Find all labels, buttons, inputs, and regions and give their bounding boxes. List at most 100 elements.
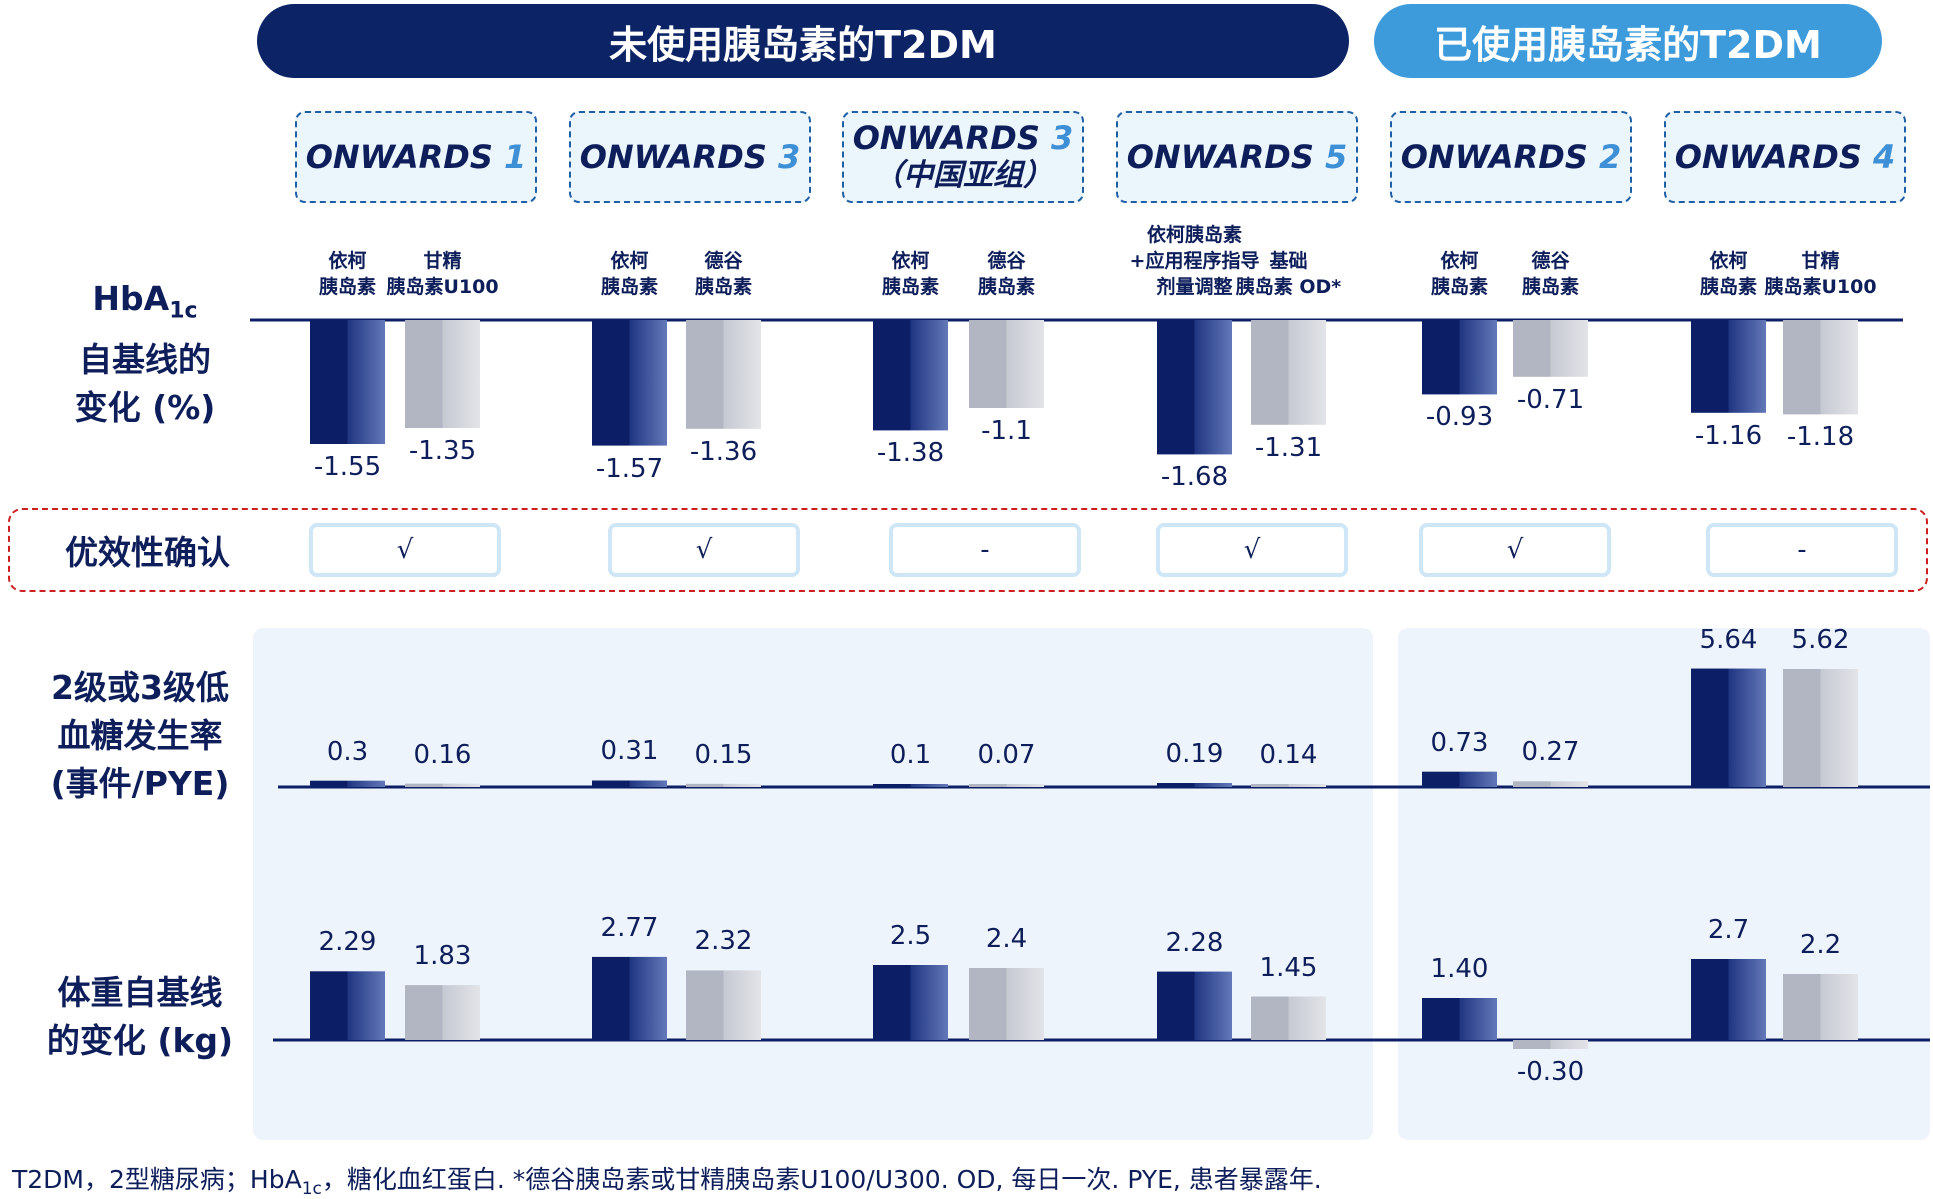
- chart-3-data-label: 1.40: [1430, 954, 1489, 984]
- chart-2-data-label: 0.31: [600, 736, 659, 767]
- confirmation-cell: -: [1706, 523, 1898, 577]
- arm-label: 基础 胰岛素 OD*: [1235, 250, 1342, 298]
- trial-name: ONWARDS: [305, 138, 505, 176]
- chart-2-bar-comparator: [405, 783, 480, 787]
- confirmation-cell: √: [608, 523, 800, 577]
- trial-number: 1: [504, 138, 527, 176]
- trial-header-3: ONWARDS 3 （中国亚组）: [842, 111, 1084, 203]
- chart-1-bar-icodec: [1157, 320, 1232, 455]
- chart-2-data-label: 0.16: [413, 739, 472, 770]
- trial-header-5: ONWARDS 2: [1390, 111, 1632, 203]
- chart-1-bar-comparator: [405, 320, 480, 428]
- trial-header-6: ONWARDS 4: [1664, 111, 1906, 203]
- chart-3-bar-comparator: [969, 968, 1044, 1040]
- insulin-naive-banner: 未使用胰岛素的T2DM: [257, 4, 1349, 78]
- footnote: T2DM，2型糖尿病；HbA1c，糖化血红蛋白. *德谷胰岛素或甘精胰岛素U10…: [12, 1165, 1322, 1199]
- chart-3-bar-icodec: [310, 971, 385, 1040]
- chart-1-data-label: -1.55: [313, 452, 382, 482]
- trial-number: 3: [778, 138, 801, 176]
- confirmation-cell: √: [309, 523, 501, 577]
- chart-3-data-label: 1.83: [413, 941, 472, 972]
- chart-3-data-label: 2.5: [889, 921, 932, 951]
- chart-1-bar-icodec: [592, 320, 667, 446]
- chart-3-data-label: 2.32: [694, 926, 753, 957]
- chart-1-bar-icodec: [1422, 320, 1497, 395]
- chart-2-bar-comparator: [1251, 784, 1326, 787]
- chart-1-data-label: -1.18: [1786, 422, 1855, 453]
- arm-label: 依柯 胰岛素: [318, 250, 376, 298]
- chart-1-data-label: -1.68: [1160, 462, 1229, 493]
- chart-3-bar-comparator: [1513, 1040, 1588, 1049]
- arm-label: 德谷 胰岛素: [977, 250, 1035, 298]
- trial-number: 2: [1599, 138, 1622, 176]
- superiority-confirmation-frame: [8, 508, 1928, 592]
- chart-2-bar-comparator: [969, 784, 1044, 787]
- trial-subgroup: （中国亚组）: [873, 158, 1053, 193]
- chart-3-bar-icodec: [1691, 959, 1766, 1040]
- chart-2-data-label: 0.14: [1259, 740, 1318, 770]
- trial-name: ONWARDS: [1126, 138, 1326, 176]
- weight-row-label: 体重自基线 的变化 (kg): [46, 973, 234, 1060]
- chart-1-bar-icodec: [1691, 320, 1766, 413]
- chart-1-data-label: -1.35: [408, 436, 477, 466]
- chart-1-bar-icodec: [873, 320, 948, 431]
- chart-2-bar-comparator: [1513, 781, 1588, 787]
- chart-1-data-label: -0.71: [1516, 384, 1585, 415]
- arm-label: 依柯 胰岛素: [1430, 250, 1488, 298]
- chart-2-data-label: 0.07: [977, 740, 1036, 770]
- chart-2-bar-comparator: [1783, 668, 1858, 787]
- chart-1-bar-comparator: [969, 320, 1044, 408]
- chart-1-data-label: -1.38: [876, 438, 945, 469]
- trial-name: ONWARDS: [1400, 138, 1600, 176]
- chart-1-bar-comparator: [1783, 320, 1858, 415]
- chart-3-data-label: 2.29: [318, 927, 377, 958]
- chart-2-bar-icodec: [592, 780, 667, 787]
- trial-name: ONWARDS: [852, 119, 1052, 157]
- chart-2-data-label: 5.64: [1699, 624, 1758, 655]
- trial-header-2: ONWARDS 3: [569, 111, 811, 203]
- chart-2-data-label: 0.15: [694, 739, 753, 770]
- arm-label: 德谷 胰岛素: [694, 250, 752, 298]
- trial-header-1: ONWARDS 1: [295, 111, 537, 203]
- naive-panel: [253, 628, 1373, 1140]
- confirmation-cell: √: [1156, 523, 1348, 577]
- chart-1-bar-comparator: [686, 320, 761, 429]
- chart-3-data-label: 2.2: [1799, 930, 1842, 960]
- chart-3-data-label: 2.7: [1707, 915, 1750, 945]
- chart-2-bar-icodec: [1157, 783, 1232, 787]
- arm-label: 依柯 胰岛素: [1699, 250, 1757, 298]
- chart-3-bar-icodec: [873, 965, 948, 1040]
- chart-2-data-label: 0.19: [1165, 739, 1224, 769]
- chart-2-data-label: 0.3: [326, 736, 369, 767]
- chart-2-bar-icodec: [310, 780, 385, 787]
- chart-3-data-label: 2.28: [1165, 927, 1224, 958]
- chart-3-bar-icodec: [592, 956, 667, 1040]
- trial-number: 5: [1325, 138, 1348, 176]
- arm-label: 依柯胰岛素 +应用程序指导 剂量调整: [1129, 224, 1260, 298]
- chart-1-data-label: -1.31: [1254, 432, 1323, 463]
- trial-name: ONWARDS: [579, 138, 779, 176]
- insulin-treated-banner: 已使用胰岛素的T2DM: [1374, 4, 1882, 78]
- chart-3-bar-icodec: [1157, 971, 1232, 1040]
- chart-1-data-label: -1.16: [1694, 420, 1763, 451]
- trial-name: ONWARDS: [1674, 138, 1874, 176]
- chart-2-bar-comparator: [686, 783, 761, 787]
- chart-2-data-label: 0.73: [1430, 727, 1489, 758]
- chart-1-data-label: -1.1: [981, 416, 1032, 446]
- arm-label: 甘精 胰岛素U100: [1764, 250, 1877, 298]
- arm-label: 依柯 胰岛素: [881, 250, 939, 298]
- confirmation-cell: √: [1419, 523, 1611, 577]
- chart-2-data-label: 5.62: [1791, 624, 1850, 655]
- chart-2-bar-icodec: [1422, 771, 1497, 787]
- chart-1-bar-icodec: [310, 320, 385, 444]
- chart-3-data-label: -0.30: [1516, 1057, 1585, 1087]
- trial-header-4: ONWARDS 5: [1116, 111, 1358, 203]
- chart-1-bar-comparator: [1513, 320, 1588, 377]
- chart-1-bar-comparator: [1251, 320, 1326, 425]
- hypoglycemia-row-label: 2级或3级低 血糖发生率 (事件/PYE): [50, 668, 230, 803]
- chart-2-data-label: 0.27: [1521, 737, 1580, 768]
- chart-2-bar-icodec: [1691, 668, 1766, 787]
- chart-1-data-label: -0.93: [1425, 402, 1494, 433]
- chart-3-data-label: 1.45: [1259, 952, 1318, 983]
